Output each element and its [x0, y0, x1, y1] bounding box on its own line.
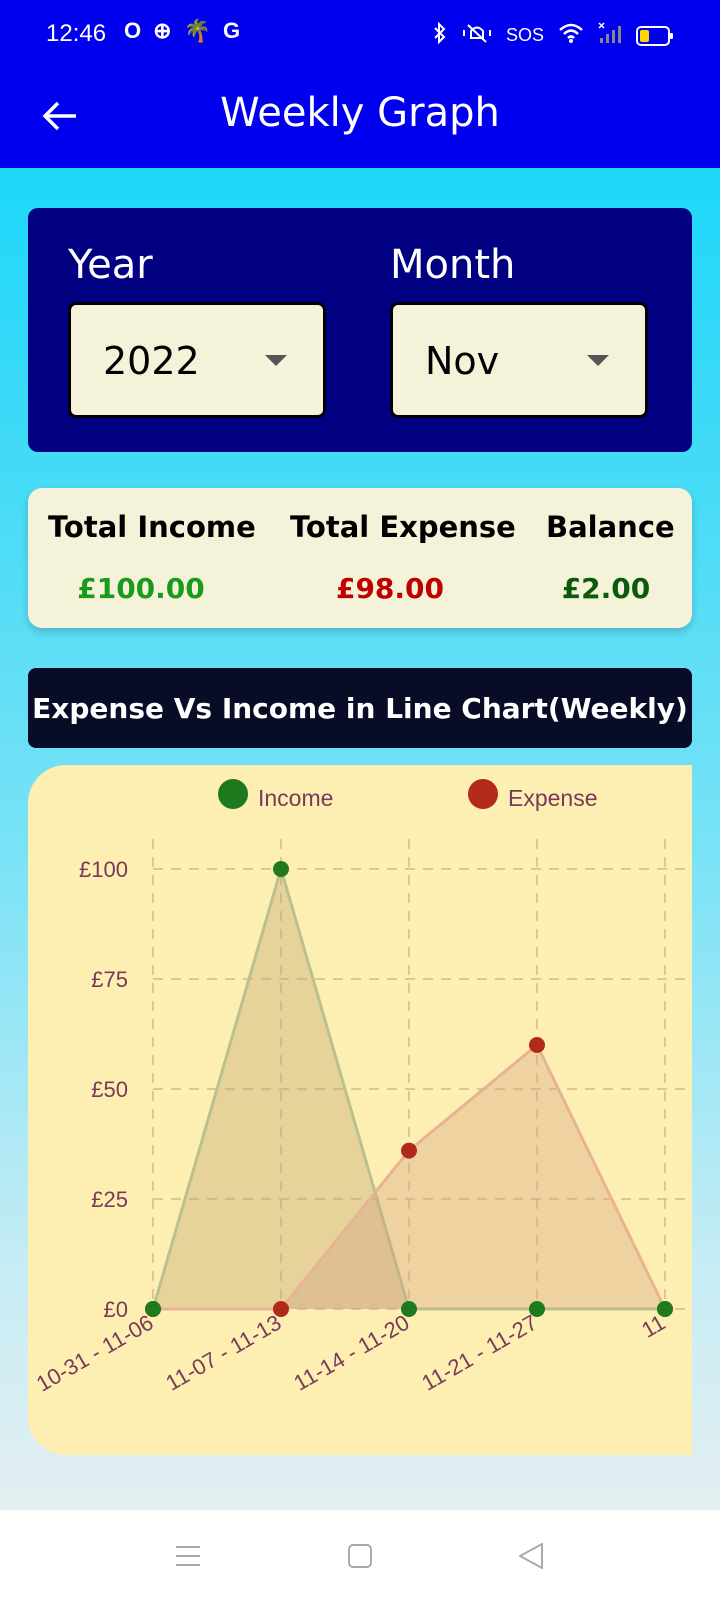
x-tick-label: 11-21 - 11-27 [417, 1310, 541, 1396]
summary-card: Total Income £100.00 Total Expense £98.0… [28, 488, 692, 628]
caret-down-icon [587, 355, 609, 366]
y-tick-label: £75 [91, 967, 128, 992]
data-point [401, 1142, 417, 1159]
x-tick-label: 11-07 - 11-13 [161, 1310, 285, 1396]
income-value: £100.00 [77, 572, 205, 605]
bluetooth-icon [432, 21, 448, 49]
data-point [529, 1301, 545, 1317]
series-area [153, 869, 665, 1309]
back-nav-button[interactable] [512, 1538, 552, 1574]
wifi-icon [558, 22, 584, 49]
back-button[interactable] [34, 90, 86, 142]
y-tick-label: £0 [104, 1297, 128, 1322]
series-area [153, 1045, 665, 1309]
menu-button[interactable] [168, 1538, 208, 1574]
opera-icon: O [124, 18, 142, 43]
chart-title: Expense Vs Income in Line Chart(Weekly) [28, 668, 692, 748]
x-tick-label: 10-31 - 11-06 [32, 1310, 157, 1397]
y-tick-label: £50 [91, 1077, 128, 1102]
menu-icon [176, 1546, 200, 1566]
data-point [145, 1301, 161, 1317]
app-notification-icon: ⊕ [153, 18, 172, 43]
triangle-back-icon [519, 1543, 543, 1569]
year-value: 2022 [103, 339, 200, 383]
data-point [529, 1037, 545, 1053]
caret-down-icon [265, 355, 287, 366]
page-title: Weekly Graph [220, 90, 500, 136]
expense-label: Total Expense [290, 510, 516, 544]
legend-label: Expense [508, 785, 598, 811]
palm-tree-icon: 🌴 [183, 18, 211, 43]
sos-text: SOS [505, 25, 544, 45]
line-chart: £0 £25 £50 £75 £100 10-31 - 11-06 11-07 - 11-1… [32, 779, 692, 1397]
y-tick-label: £25 [91, 1187, 128, 1212]
income-label: Total Income [48, 510, 256, 544]
balance-value: £2.00 [561, 572, 651, 605]
status-time: 12:46 [46, 20, 107, 47]
home-button[interactable] [340, 1538, 380, 1574]
system-icons: SOS [432, 21, 673, 49]
data-point [273, 861, 289, 877]
mute-icon [462, 22, 492, 49]
square-icon [348, 1544, 372, 1568]
expense-summary: Total Expense £98.00 [290, 510, 516, 605]
data-point [273, 1301, 289, 1317]
period-selector-card: Year 2022 Month Nov [28, 208, 692, 452]
month-dropdown[interactable]: Nov [390, 302, 648, 418]
system-nav-bar [0, 1510, 720, 1600]
y-tick-label: £100 [79, 857, 128, 882]
battery-icon [636, 25, 673, 46]
arrow-left-icon [42, 101, 76, 131]
legend-marker [468, 779, 498, 809]
balance-label: Balance [546, 510, 675, 544]
notification-icons: O ⊕ 🌴 G [124, 18, 240, 44]
legend-label: Income [258, 785, 333, 811]
year-dropdown[interactable]: 2022 [68, 302, 326, 418]
balance-summary: Balance £2.00 [546, 510, 675, 605]
chart-card: £0 £25 £50 £75 £100 10-31 - 11-06 11-07 - 11-1… [28, 765, 692, 1455]
legend-marker [218, 779, 248, 809]
status-bar: 12:46 O ⊕ 🌴 G SOS [0, 0, 720, 70]
expense-value: £98.00 [335, 572, 445, 605]
year-label: Year [68, 242, 153, 288]
data-point [657, 1301, 673, 1317]
x-tick-label: 11-14 - 11-20 [289, 1310, 413, 1396]
income-summary: Total Income £100.00 [48, 510, 256, 605]
app-bar: Weekly Graph [0, 70, 720, 168]
month-value: Nov [425, 339, 500, 383]
data-point [401, 1301, 417, 1317]
google-icon: G [222, 18, 241, 43]
signal-icon [598, 22, 622, 49]
month-label: Month [390, 242, 516, 288]
